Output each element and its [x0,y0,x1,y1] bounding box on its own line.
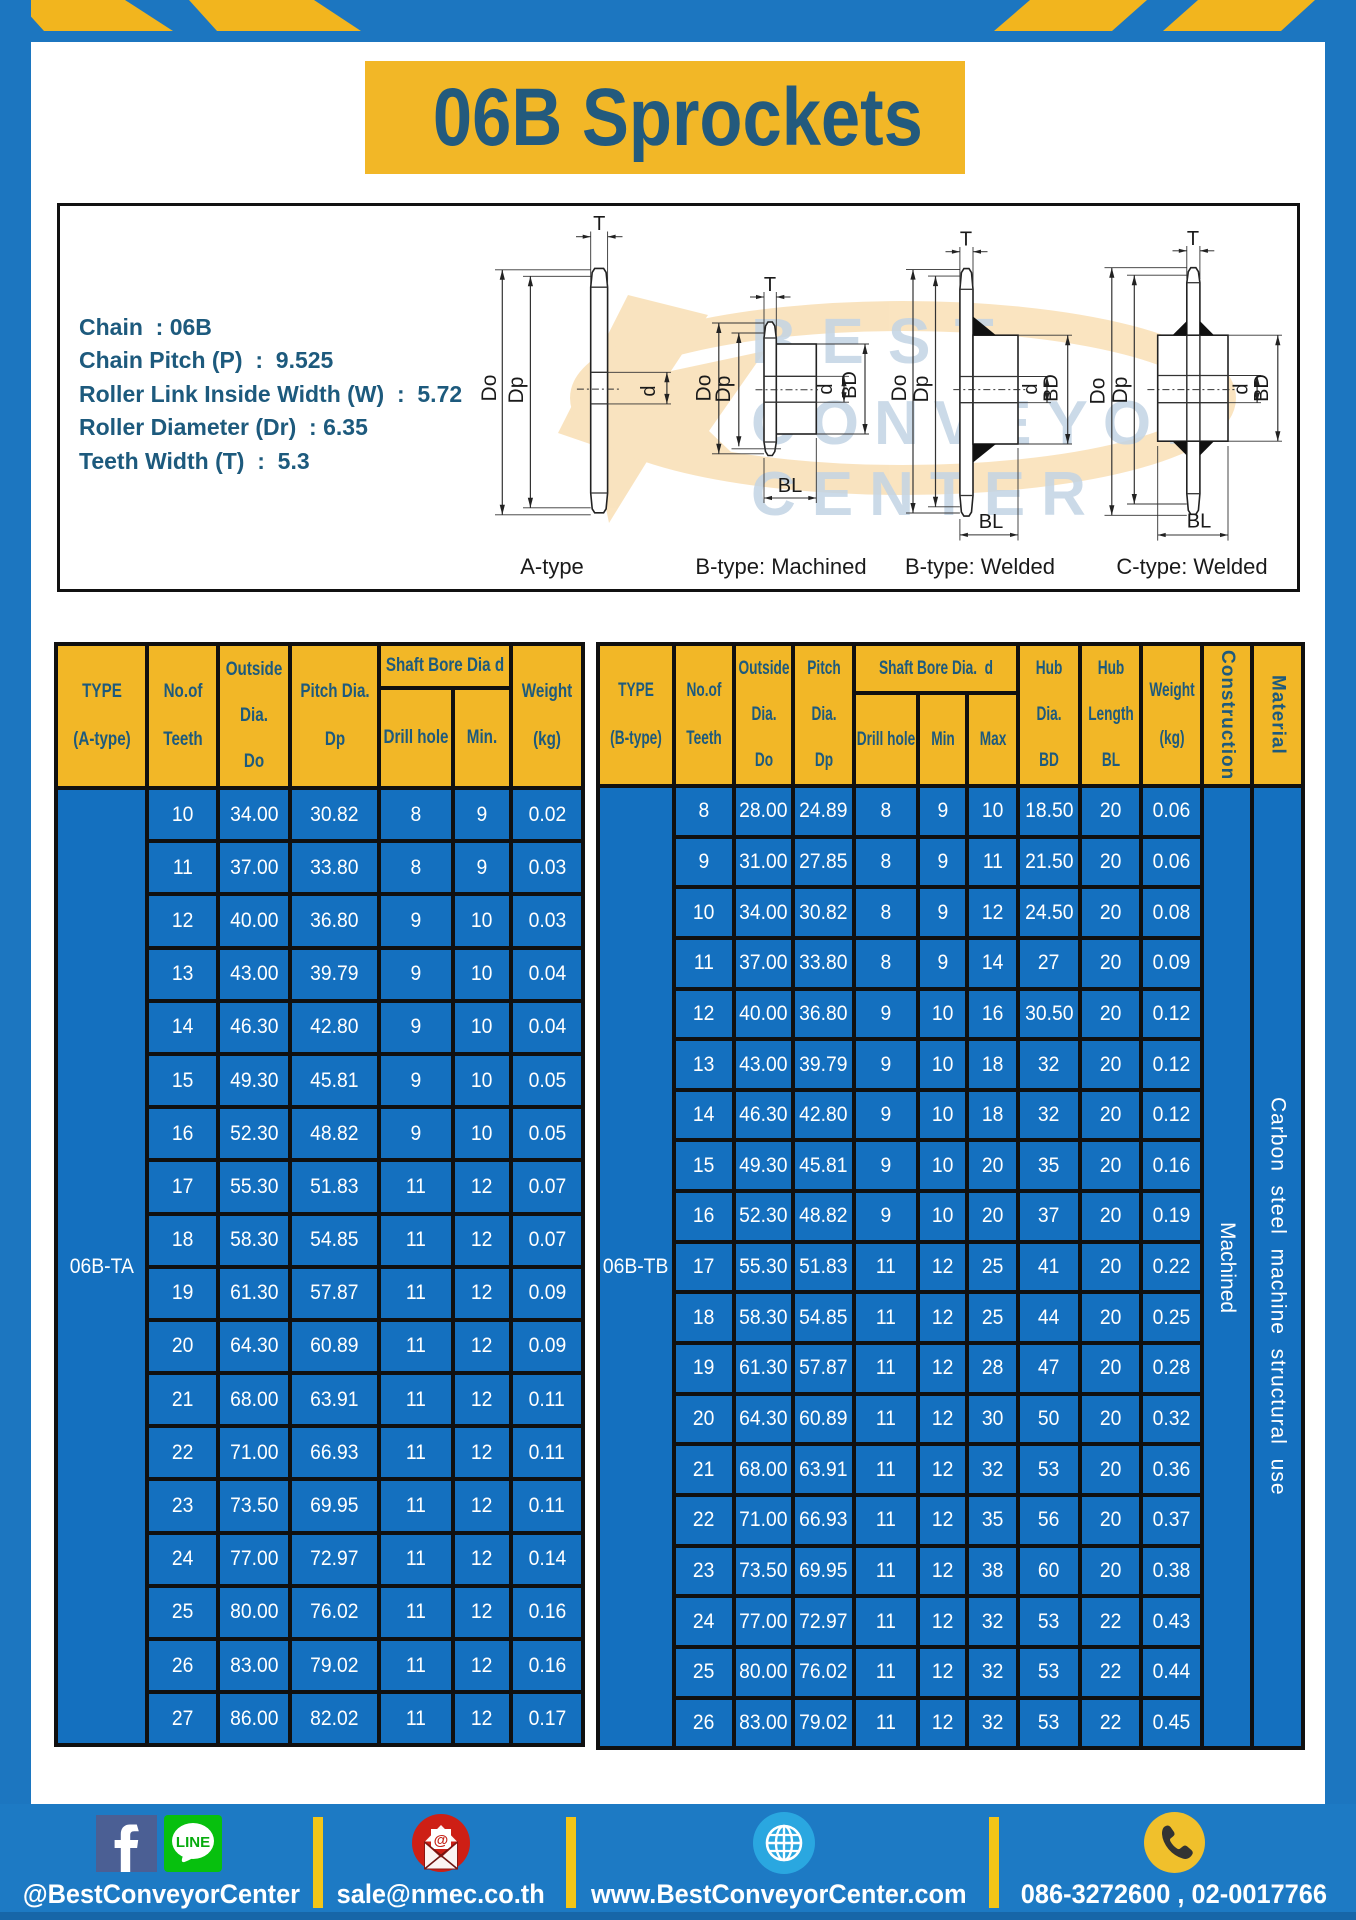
svg-text:d: d [638,385,660,396]
svg-text:d: d [1020,383,1042,394]
svg-text:T: T [764,274,776,296]
svg-text:BD: BD [839,371,861,399]
svg-text:Do: Do [888,375,911,402]
svg-text:BD: BD [1041,374,1063,402]
svg-text:Dp: Dp [505,377,528,404]
svg-text:CENTER: CENTER [751,460,1102,529]
svg-text:Dp: Dp [910,376,933,403]
svg-text:Dp: Dp [712,376,735,403]
svg-text:Do: Do [1087,378,1110,405]
svg-text:BL: BL [1187,511,1211,533]
svg-text:BD: BD [1251,374,1273,402]
svg-text:d: d [815,383,837,394]
svg-text:Do: Do [478,375,501,402]
svg-text:T: T [593,213,605,235]
svg-text:T: T [1187,228,1199,250]
svg-text:Do: Do [693,375,716,402]
svg-text:BL: BL [979,511,1003,533]
svg-text:BL: BL [778,475,802,497]
svg-text:d: d [1231,383,1253,394]
svg-text:B-type: Machined: B-type: Machined [695,554,866,579]
svg-text:@: @ [434,1832,449,1849]
svg-text:LINE: LINE [176,1834,210,1851]
svg-text:T: T [960,229,972,251]
svg-text:C-type: Welded: C-type: Welded [1116,554,1267,579]
svg-text:B-type: Welded: B-type: Welded [905,554,1055,579]
svg-text:Dp: Dp [1109,377,1132,404]
svg-text:A-type: A-type [520,554,584,579]
